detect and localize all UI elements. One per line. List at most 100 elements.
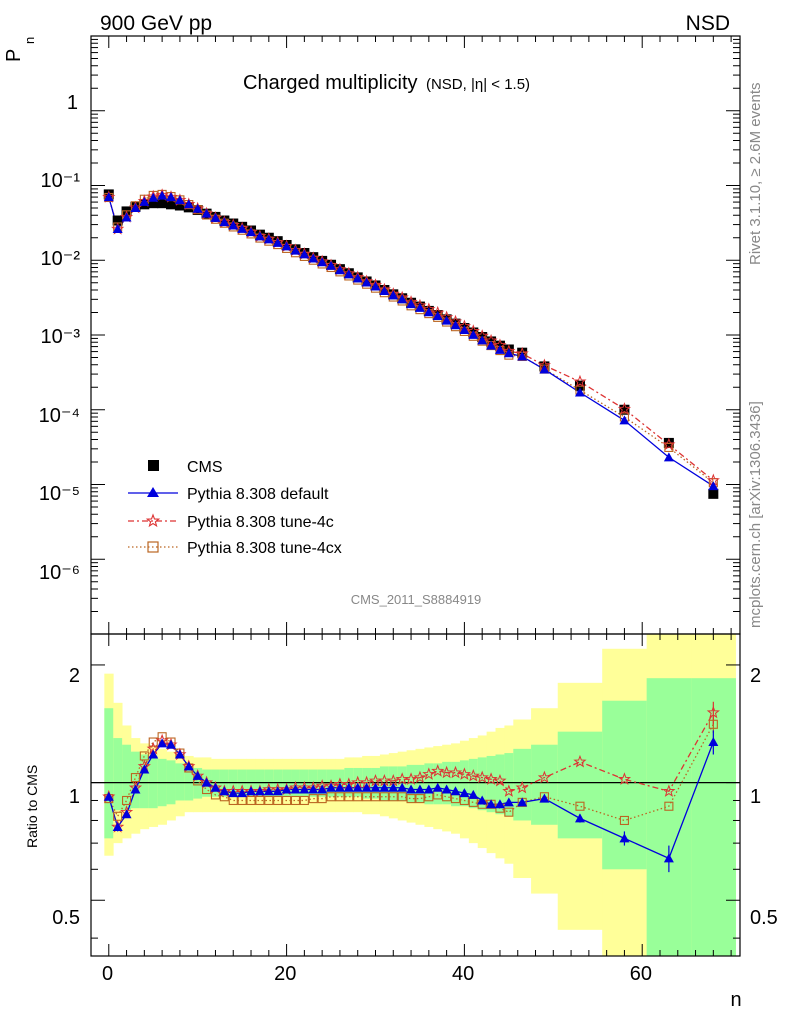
ratio-marker-default (299, 784, 310, 794)
ratio-marker-default (441, 784, 452, 794)
x-tick-label: 60 (630, 963, 652, 985)
marker-default (370, 281, 381, 291)
ratio-marker-cx (379, 792, 389, 802)
marker-default (619, 415, 630, 425)
marker-default (406, 299, 417, 309)
ratio-marker-default (334, 782, 345, 792)
ratio-marker-default (254, 786, 265, 796)
data-point-cms (148, 198, 159, 209)
inner-band-bin (477, 757, 488, 811)
legend-marker-cms (148, 460, 159, 471)
ratio-marker-cx (362, 792, 372, 802)
ratio-marker-c4 (448, 765, 463, 779)
ratio-marker-cx (415, 794, 425, 804)
ratio-marker-default (130, 784, 141, 794)
ratio-marker-default (112, 821, 123, 831)
marker-cx (664, 442, 674, 452)
plot-subtitle: (NSD, |η| < 1.5) (426, 76, 530, 93)
marker-default (219, 217, 230, 227)
inner-band-bin (415, 764, 425, 803)
marker-default (432, 311, 443, 321)
x-tick-label: 40 (452, 963, 474, 985)
ratio-marker-cx (122, 795, 132, 806)
marker-default (503, 348, 514, 358)
marker-default (290, 245, 301, 255)
ratio-marker-cx (344, 792, 354, 802)
marker-default (103, 192, 114, 202)
marker-default (361, 277, 372, 287)
ratio-marker-default (574, 813, 585, 823)
ratio-marker-default (503, 797, 514, 807)
inner-band-bin (468, 758, 479, 809)
ratio-marker-cx (255, 795, 265, 806)
y-axis-label-subscript: n (22, 37, 37, 44)
ratio-marker-default (406, 784, 417, 794)
marker-default (166, 192, 177, 202)
ratio-marker-c4 (617, 772, 632, 785)
marker-default (174, 195, 185, 205)
ratio-marker-default (272, 786, 283, 796)
marker-default (121, 212, 132, 222)
inner-band-bin (486, 755, 496, 813)
legend-label-tune-4c: Pythia 8.308 tune-4c (187, 514, 334, 531)
legend-label-cms: CMS (187, 459, 223, 476)
inner-band-bin (139, 754, 150, 809)
data-point-cms (708, 488, 719, 499)
marker-default (334, 265, 345, 275)
inner-band-bin (459, 760, 470, 807)
marker-default (326, 260, 337, 270)
ratio-marker-default (379, 782, 390, 792)
ratio-marker-cx (406, 794, 416, 804)
marker-default (228, 220, 239, 230)
marker-default (157, 190, 168, 200)
plot-title-group: Charged multiplicity (NSD, |η| < 1.5) (243, 72, 530, 94)
ratio-marker-default (370, 782, 381, 792)
marker-default (183, 199, 194, 209)
ratio-y-tick-label: 2 (69, 665, 80, 687)
ratio-marker-default (414, 784, 425, 794)
ratio-marker-default (228, 788, 239, 798)
marker-default (308, 253, 319, 263)
marker-default (343, 269, 354, 279)
inner-band-bin (131, 751, 141, 809)
ratio-marker-default (201, 777, 212, 787)
ratio-marker-default (326, 782, 337, 792)
y-tick-label: 10⁻² (41, 248, 81, 270)
inner-band-bin (184, 766, 194, 801)
data-point-cms (174, 200, 185, 211)
marker-default (281, 241, 292, 251)
ratio-marker-default (423, 784, 434, 794)
marker-default (263, 234, 274, 244)
y-tick-label: 10⁻⁵ (39, 483, 80, 505)
ratio-marker-cx (317, 794, 327, 804)
ratio-marker-default (397, 782, 408, 792)
ratio-marker-default (352, 782, 363, 792)
legend-marker-tune-4c (145, 513, 161, 528)
marker-default (210, 212, 221, 222)
x-axis-label: n (730, 989, 741, 1011)
ratio-marker-c4 (466, 769, 480, 782)
ratio-marker-default (517, 797, 528, 807)
ratio-marker-default (148, 749, 159, 759)
ratio-marker-default (361, 782, 372, 792)
marker-default (148, 192, 159, 202)
inner-band-bin (113, 738, 123, 811)
ratio-marker-default (317, 784, 328, 794)
ratio-marker-default (343, 782, 354, 792)
ratio-marker-default (139, 764, 150, 774)
analysis-watermark: CMS_2011_S8884919 (351, 592, 482, 607)
inner-band-bin (424, 763, 434, 805)
ratio-marker-default (281, 784, 292, 794)
ratio-marker-default (432, 782, 443, 792)
ratio-marker-default (246, 786, 257, 796)
ratio-marker-c4 (484, 772, 498, 785)
marker-default (450, 320, 461, 330)
ratio-marker-c4 (706, 705, 720, 719)
ratio-y-tick-label-right: 2 (750, 665, 761, 687)
ratio-marker-cx (308, 794, 318, 804)
ratio-marker-default (468, 789, 479, 799)
header-right: NSD (686, 12, 730, 35)
legend-marker-default (147, 487, 159, 497)
ratio-marker-c4 (404, 772, 418, 785)
ratio-marker-cx (282, 795, 292, 806)
